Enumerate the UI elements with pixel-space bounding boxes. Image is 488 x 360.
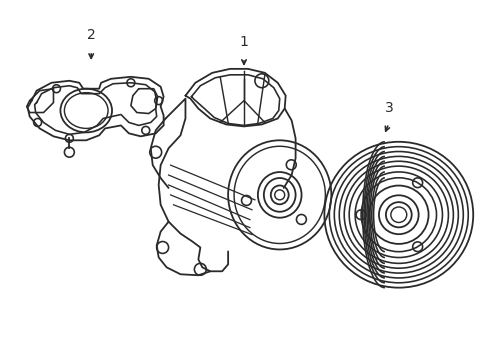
Text: 2: 2 [87, 28, 95, 42]
Text: 3: 3 [384, 100, 392, 114]
Text: 1: 1 [239, 35, 248, 49]
